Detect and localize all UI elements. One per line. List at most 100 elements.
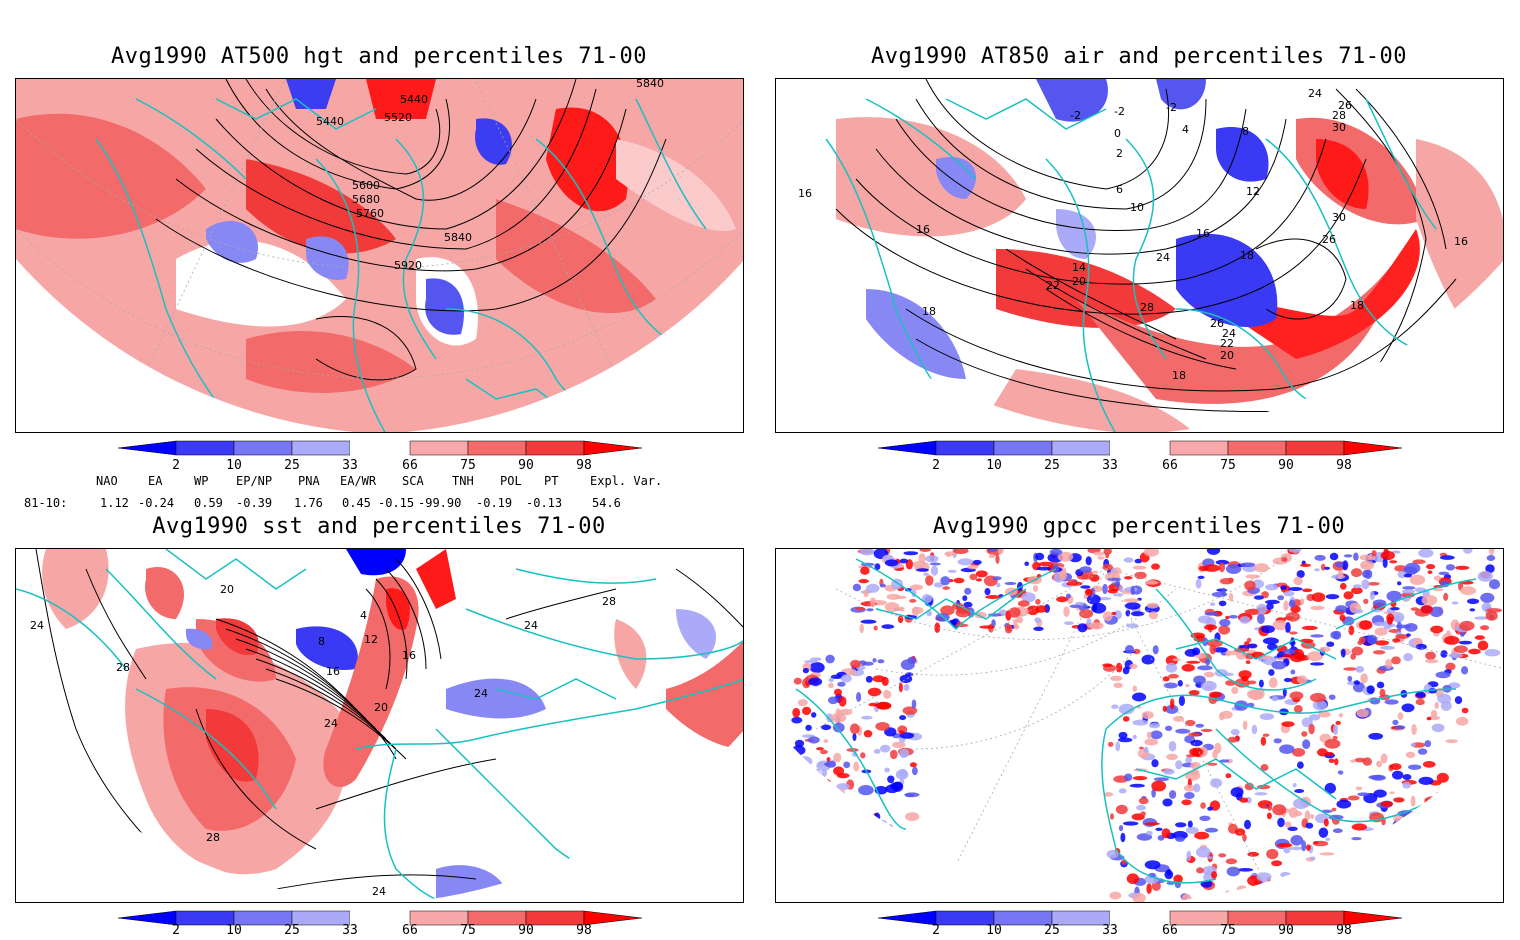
svg-text:16: 16 [798, 187, 812, 200]
svg-text:5680: 5680 [352, 193, 380, 206]
svg-text:16: 16 [1454, 235, 1468, 248]
colorbar-swatch-low [233, 440, 293, 456]
value-eawr: 0.45 [342, 496, 371, 510]
tick-33: 33 [1102, 923, 1118, 938]
tick-25: 25 [284, 458, 300, 473]
contour-labels: 28 28 24 24 20 16 12 8 4 24 24 28 24 20 … [30, 583, 616, 898]
svg-text:5760: 5760 [356, 207, 384, 220]
panel4-title: Avg1990 gpcc percentiles 71-00 [932, 514, 1346, 539]
colorbar-swatch-low [993, 440, 1053, 456]
svg-text:12: 12 [364, 633, 378, 646]
svg-text:18: 18 [1172, 369, 1186, 382]
value-sca: -0.15 [378, 496, 415, 510]
colorbar-swatch-high [1227, 440, 1287, 456]
svg-text:5920: 5920 [394, 259, 422, 272]
map-panel-gpcc [775, 548, 1504, 903]
colorbar-swatch-low [935, 440, 995, 456]
svg-text:24: 24 [1222, 327, 1236, 340]
colorbar-arrow-high [583, 910, 643, 926]
value-nao: 1.12 [100, 496, 129, 510]
tick-10: 10 [226, 458, 242, 473]
svg-text:24: 24 [474, 687, 488, 700]
tick-2: 2 [172, 458, 180, 473]
header-nao: NAO [96, 474, 118, 488]
panel3-title: Avg1990 sst and percentiles 71-00 [152, 514, 606, 539]
contour-labels: 5440 5520 5600 5680 5760 5840 5920 5440 … [316, 79, 664, 272]
value-pt: -0.13 [526, 496, 563, 510]
contour-labels: -2 -2 -2 0 2 4 6 8 10 12 14 16 16 16 16 … [798, 87, 1468, 382]
tick-66: 66 [402, 923, 418, 938]
colorbar-bottom-left: 2 10 25 33 66 75 90 98 [117, 910, 643, 940]
svg-text:28: 28 [116, 661, 130, 674]
map-air850-svg: -2 -2 -2 0 2 4 6 8 10 12 14 16 16 16 16 … [776, 79, 1503, 432]
tick-2: 2 [932, 458, 940, 473]
tick-10: 10 [986, 458, 1002, 473]
header-expl-var: Expl. Var. [590, 474, 663, 488]
svg-text:10: 10 [1130, 201, 1144, 214]
svg-text:5600: 5600 [352, 179, 380, 192]
tick-33: 33 [342, 923, 358, 938]
sst-contours [35, 549, 743, 890]
svg-text:5440: 5440 [400, 93, 428, 106]
tick-90: 90 [1278, 923, 1294, 938]
colorbar-swatch-high [1169, 440, 1229, 456]
tick-98: 98 [1336, 458, 1352, 473]
header-pol: POL [500, 474, 522, 488]
svg-text:24: 24 [1308, 87, 1322, 100]
svg-text:2: 2 [1116, 147, 1123, 160]
tick-98: 98 [576, 458, 592, 473]
header-tnh: TNH [452, 474, 474, 488]
svg-text:18: 18 [1240, 249, 1254, 262]
svg-text:22: 22 [1046, 279, 1060, 292]
temperature-contours [835, 79, 1457, 412]
value-ea: -0.24 [138, 496, 175, 510]
colorbar-arrow-low [877, 910, 937, 926]
teleconnection-table: NAO EA WP EP/NP PNA EA/WR SCA TNH POL PT… [0, 474, 760, 514]
tick-25: 25 [284, 923, 300, 938]
header-pna: PNA [298, 474, 320, 488]
svg-text:26: 26 [1322, 233, 1336, 246]
colorbar-swatch-low [1051, 440, 1111, 456]
map-hgt500-svg: 5440 5520 5600 5680 5760 5840 5920 5440 … [16, 79, 743, 432]
svg-text:20: 20 [374, 701, 388, 714]
colorbar-swatch-neutral [350, 911, 410, 925]
svg-text:24: 24 [524, 619, 538, 632]
colorbar-arrow-low [117, 440, 177, 456]
svg-text:16: 16 [326, 665, 340, 678]
height-contours [155, 79, 667, 381]
svg-text:18: 18 [922, 305, 936, 318]
header-eawr: EA/WR [340, 474, 377, 488]
value-pna: 1.76 [294, 496, 323, 510]
svg-text:-2: -2 [1070, 109, 1081, 122]
header-pt: PT [544, 474, 559, 488]
tick-2: 2 [932, 923, 940, 938]
precip-percentile-field [791, 549, 1502, 902]
header-sca: SCA [402, 474, 424, 488]
svg-text:28: 28 [1332, 109, 1346, 122]
value-expl-var: 54.6 [592, 496, 621, 510]
svg-text:26: 26 [1338, 99, 1352, 112]
svg-text:20: 20 [1072, 275, 1086, 288]
svg-text:30: 30 [1332, 211, 1346, 224]
tick-98: 98 [576, 923, 592, 938]
panel2-title: Avg1990 AT850 air and percentiles 71-00 [870, 44, 1408, 69]
colorbar-gradient [117, 440, 643, 456]
colorbar-gradient [117, 910, 643, 926]
svg-text:0: 0 [1114, 127, 1121, 140]
svg-text:28: 28 [602, 595, 616, 608]
colorbar-swatch-high [525, 440, 585, 456]
value-tnh: -99.90 [418, 496, 462, 510]
tick-90: 90 [518, 923, 534, 938]
tick-33: 33 [342, 458, 358, 473]
value-epnp: -0.39 [236, 496, 273, 510]
svg-text:14: 14 [1072, 261, 1086, 274]
header-ea: EA [148, 474, 163, 488]
svg-text:24: 24 [324, 717, 338, 730]
colorbar-swatch-neutral [350, 441, 410, 455]
tick-75: 75 [460, 458, 476, 473]
tick-98: 98 [1336, 923, 1352, 938]
colorbar-arrow-low [877, 440, 937, 456]
colorbar-top-right: 2 10 25 33 66 75 90 98 [877, 440, 1403, 480]
svg-text:16: 16 [1196, 227, 1210, 240]
map-panel-hgt500: 5440 5520 5600 5680 5760 5840 5920 5440 … [15, 78, 744, 433]
